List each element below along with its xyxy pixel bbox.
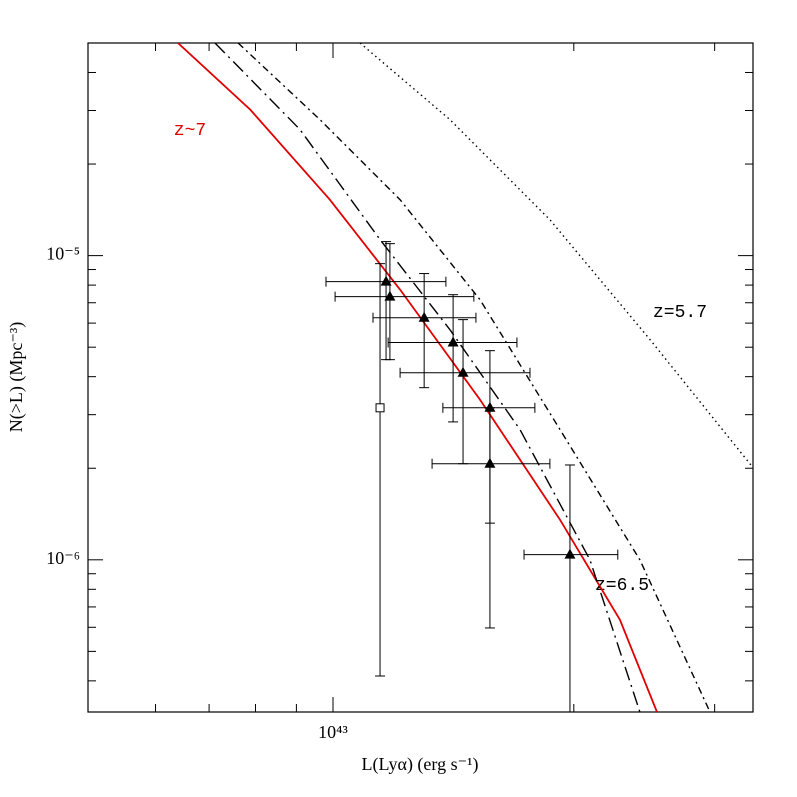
curve: [214, 43, 641, 712]
square-point: [375, 403, 385, 413]
triangle-point: [484, 401, 496, 412]
triangle-point: [457, 366, 469, 377]
curve: [177, 43, 658, 712]
triangle-point: [564, 548, 576, 559]
triangle-point: [447, 336, 459, 347]
y-tick-label: 10⁻⁵: [46, 244, 80, 264]
annotation: z=6.5: [595, 576, 649, 596]
x-axis-label: L(Lyα) (erg s⁻¹): [362, 754, 479, 775]
curve: [359, 43, 753, 469]
curve: [237, 43, 711, 712]
plot-frame: [87, 42, 754, 713]
triangle-point: [384, 290, 396, 301]
y-tick-label: 10⁻⁶: [46, 548, 80, 568]
triangle-point: [484, 457, 496, 468]
triangle-point: [418, 311, 430, 322]
annotation: z~7: [174, 121, 206, 141]
annotation: z=5.7: [653, 303, 707, 323]
y-axis-label: N(>L) (Mpc⁻³): [6, 322, 27, 433]
x-tick-label: 10⁴³: [318, 722, 348, 742]
triangle-point: [380, 275, 392, 286]
